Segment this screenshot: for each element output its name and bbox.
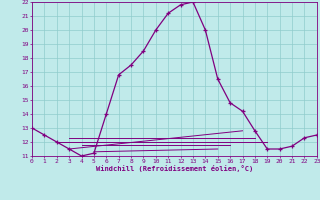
X-axis label: Windchill (Refroidissement éolien,°C): Windchill (Refroidissement éolien,°C) [96, 165, 253, 172]
